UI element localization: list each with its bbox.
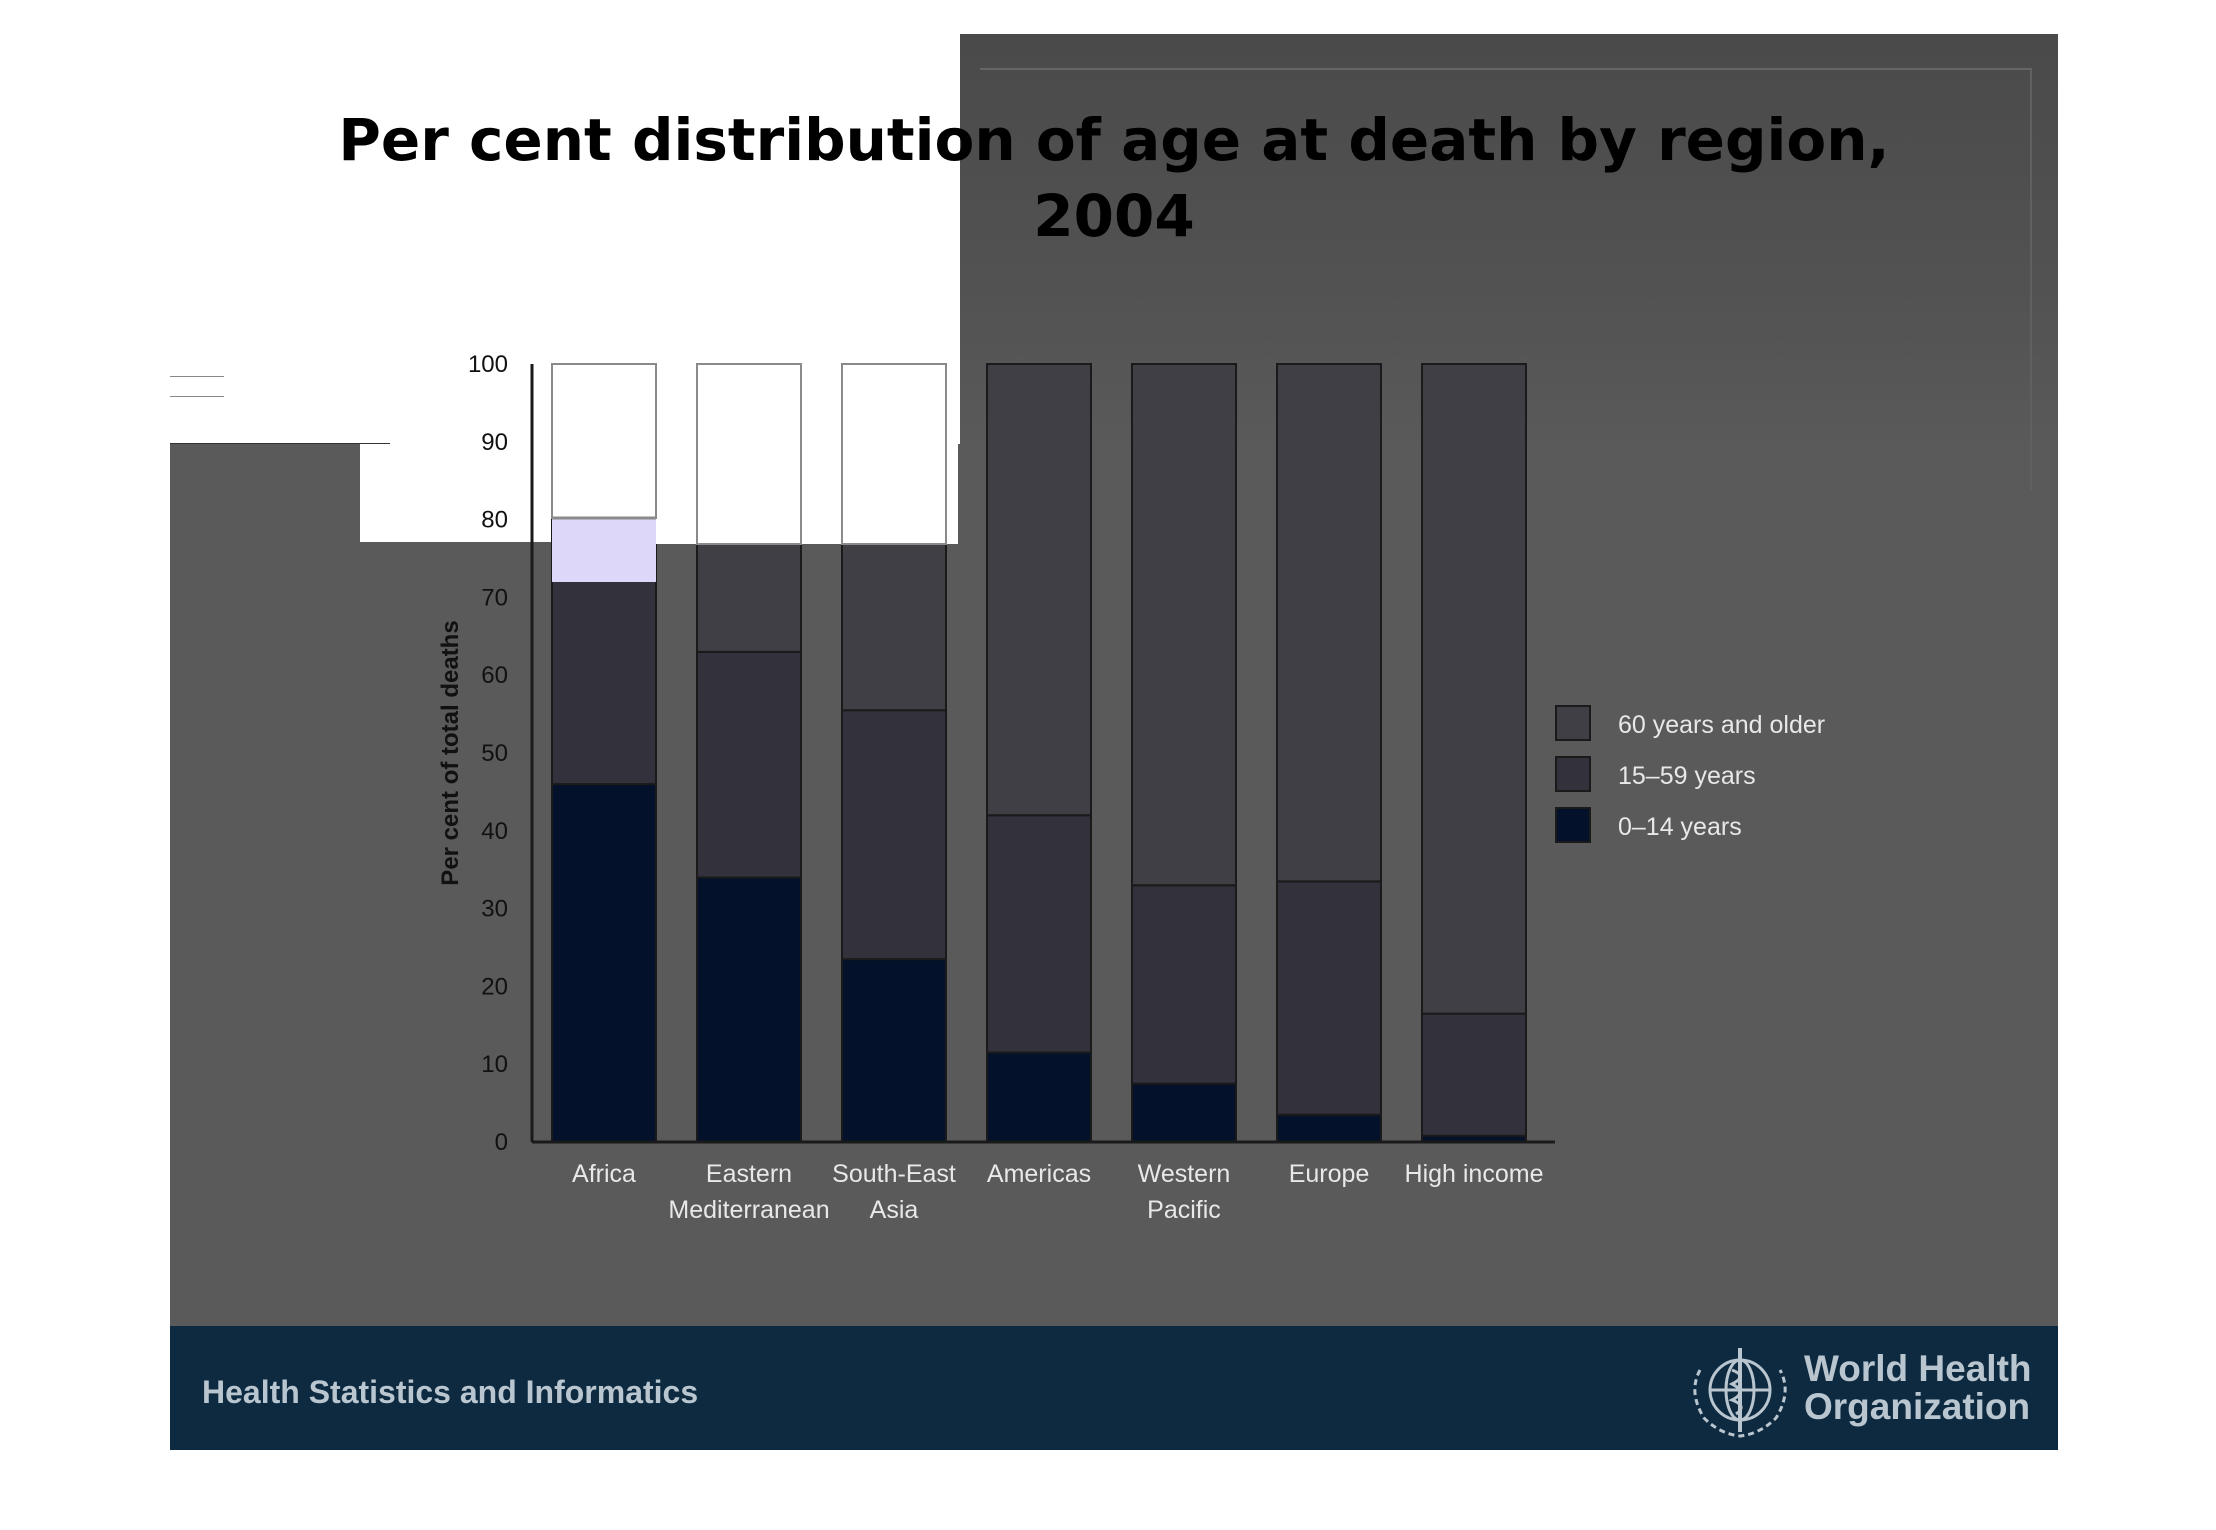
bar-5-series-1 <box>1276 880 1382 1116</box>
x-tick-label: Western <box>1138 1160 1231 1188</box>
decor-line-1 <box>170 376 224 377</box>
y-tick-label: 0 <box>495 1129 508 1156</box>
legend-label: 15–59 years <box>1618 762 1756 790</box>
legend-label: 0–14 years <box>1618 813 1742 841</box>
bar-3-series-2 <box>986 363 1092 817</box>
bar-4-series-2 <box>1131 363 1237 887</box>
white-overlay-left <box>0 0 170 444</box>
y-tick-labels: 0 10 20 30 40 50 60 70 80 90 100 <box>468 351 508 1156</box>
footer-bar: Health Statistics and Informatics World … <box>170 1326 2058 1450</box>
bar-5-series-0 <box>1276 1113 1382 1144</box>
bar-6-series-1 <box>1421 1012 1527 1137</box>
axes-group <box>530 364 1555 1144</box>
chart-legend: 60 years and older 15–59 years 0–14 years <box>1555 705 1825 843</box>
bar-2-series-1 <box>841 709 947 961</box>
y-tick-label: 10 <box>481 1051 508 1078</box>
bar-overlay-outline-2 <box>841 363 947 545</box>
x-tick-label: Eastern <box>706 1160 792 1188</box>
x-tick-label: Mediterranean <box>668 1196 829 1224</box>
bar-4-series-1 <box>1131 884 1237 1085</box>
org-name-line-2: Organization <box>1804 1386 2031 1427</box>
x-tick-label: Pacific <box>1147 1196 1221 1224</box>
bar-1-series-0 <box>696 876 802 1143</box>
x-tick-label: Europe <box>1289 1160 1370 1188</box>
slide-background <box>170 34 2058 1450</box>
x-tick-label: Asia <box>870 1196 919 1224</box>
y-tick-label: 100 <box>468 351 508 378</box>
decor-line-3 <box>170 443 390 444</box>
bar-6-series-2 <box>1421 363 1527 1015</box>
who-emblem-icon <box>1693 1348 1787 1438</box>
legend-swatch <box>1555 756 1591 792</box>
org-name-line-1: World Health <box>1804 1348 2032 1389</box>
who-organization-name: World Health Organization <box>1804 1350 2032 1426</box>
y-tick-label: 20 <box>481 973 508 1000</box>
x-tick-label: South-East <box>832 1160 956 1188</box>
x-tick-label: Americas <box>987 1160 1091 1188</box>
bar-0-series-0 <box>551 783 657 1143</box>
slide-title: Per cent distribution of age at death by… <box>170 102 2058 254</box>
bar-5-series-2 <box>1276 363 1382 883</box>
bar-overlay-outline-1 <box>696 363 802 545</box>
y-axis-label: Per cent of total deaths <box>437 620 464 885</box>
footer-department-text: Health Statistics and Informatics <box>202 1374 699 1410</box>
bar-4-series-0 <box>1131 1082 1237 1144</box>
title-line-2: 2004 <box>1033 182 1195 250</box>
y-tick-label: 40 <box>481 818 508 845</box>
legend-swatch <box>1555 705 1591 741</box>
decor-line-2 <box>170 396 224 397</box>
y-tick-label: 60 <box>481 662 508 689</box>
y-tick-label: 70 <box>481 584 508 611</box>
y-tick-label: 80 <box>481 507 508 534</box>
bar-1-series-1 <box>696 650 802 879</box>
y-tick-label: 90 <box>481 429 508 456</box>
y-tick-label: 30 <box>481 896 508 923</box>
bar-group <box>551 363 1527 1144</box>
legend-label: 60 years and older <box>1618 711 1825 739</box>
x-tick-label: High income <box>1405 1160 1544 1188</box>
title-line-1: Per cent distribution of age at death by… <box>338 106 1890 174</box>
bar-overlay-white <box>552 364 958 544</box>
y-tick-label: 50 <box>481 740 508 767</box>
legend-swatch <box>1555 807 1591 843</box>
x-tick-label: Africa <box>572 1160 636 1188</box>
bar-3-series-0 <box>986 1051 1092 1144</box>
bar-2-series-0 <box>841 958 947 1143</box>
bar-3-series-1 <box>986 814 1092 1054</box>
slide-frame-lines <box>980 68 2032 490</box>
bar-overlay-lilac <box>552 518 656 582</box>
